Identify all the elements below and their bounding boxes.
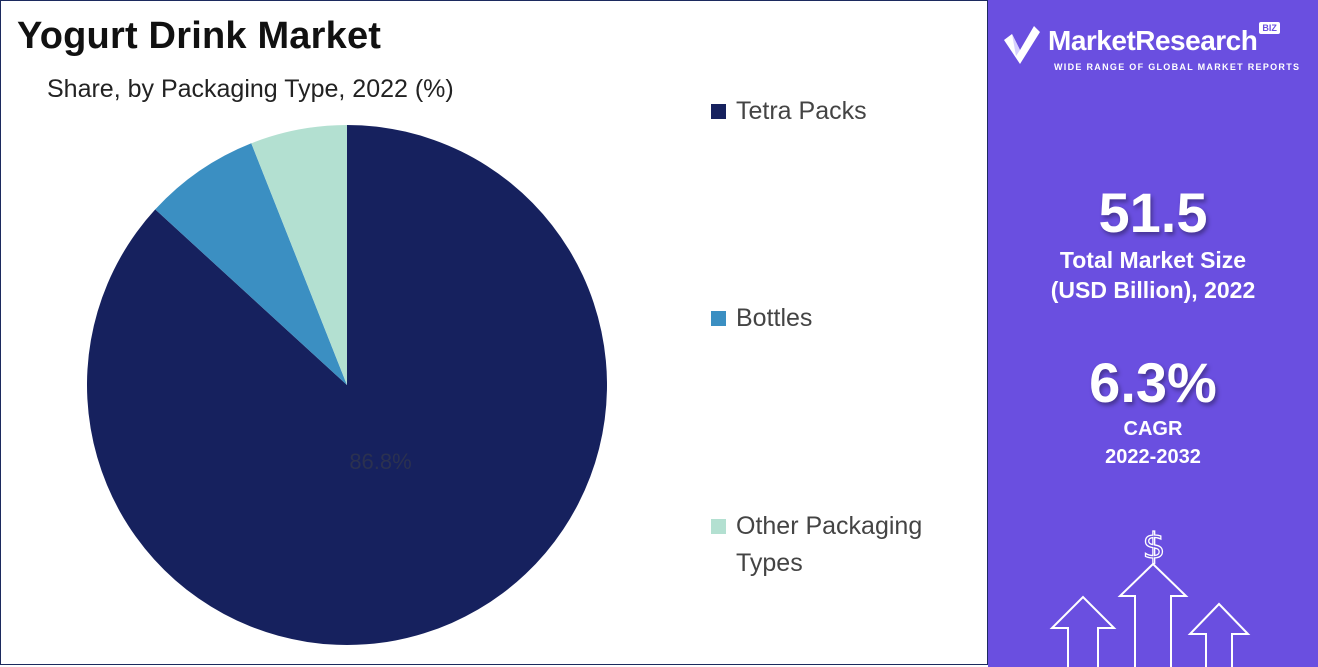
pie-slice-tetra-packs [87,125,608,646]
legend-item-bottles: Bottles [711,300,956,337]
cagr-label-line2: 2022-2032 [1105,446,1201,468]
pie-data-label-tetra-packs: 86.8% [349,449,411,474]
pie-slice-bottles [155,143,347,385]
pie-chart: 86.8% [87,125,608,646]
legend-label-other-packaging: Other Packaging Types [736,512,923,577]
pie-slice-other-packaging-types [251,125,347,385]
chart-title: Yogurt Drink Market [17,15,382,57]
brand-logo: MarketResearch BIZ [1002,22,1280,68]
cagr-value: 6.3% [1089,351,1217,414]
legend-swatch-bottles [711,311,726,326]
brand-biz-badge: BIZ [1259,22,1280,34]
market-size-label-line2: (USD Billion), 2022 [1050,277,1256,303]
legend-item-tetra-packs: Tetra Packs [711,93,956,130]
brand-name: MarketResearch [1048,25,1258,56]
dollar-sign-icon: $ [1143,526,1166,567]
legend-label-bottles: Bottles [736,304,813,332]
cagr-stat: 6.3% CAGR 2022-2032 [988,350,1318,471]
checkmark-logo-icon [1004,26,1040,64]
market-size-value: 51.5 [1098,181,1208,244]
legend-label-tetra-packs: Tetra Packs [736,97,867,125]
legend-item-other-packaging: Other Packaging Types [711,508,956,582]
chart-panel: 86.8% Yogurt Drink Market Share, by Pack… [0,0,988,665]
market-size-stat: 51.5 Total Market Size (USD Billion), 20… [988,180,1318,305]
growth-arrows-icon: $ [1049,525,1251,667]
summary-panel: MarketResearch BIZ WIDE RANGE OF GLOBAL … [988,0,1318,667]
chart-subtitle: Share, by Packaging Type, 2022 (%) [47,75,454,103]
cagr-label-line1: CAGR [1123,418,1183,440]
legend-swatch-other-packaging [711,519,726,534]
brand-tagline: WIDE RANGE OF GLOBAL MARKET REPORTS [1054,62,1301,72]
market-size-label-line1: Total Market Size [1059,247,1247,273]
legend-swatch-tetra-packs [711,104,726,119]
